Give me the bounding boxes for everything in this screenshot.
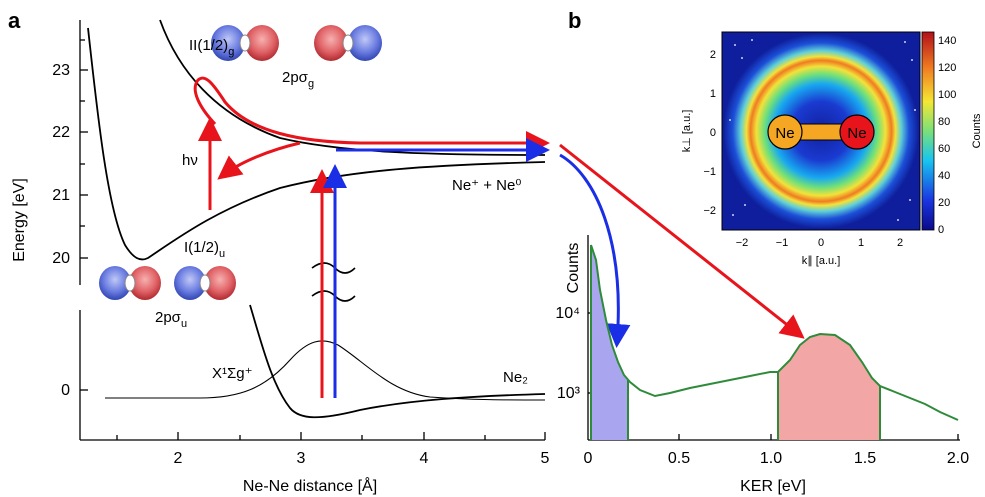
svg-text:0: 0 — [818, 237, 824, 249]
label-orbital-lower: 2pσu — [155, 309, 187, 330]
orbital-gerade-right — [314, 25, 382, 61]
ker-tick-1-5: 1.5 — [854, 450, 876, 467]
potential-curves — [87, 19, 546, 419]
panel-b-letter: b — [568, 8, 581, 33]
ker-tick-1-0: 1.0 — [760, 450, 782, 467]
ytick-0: 0 — [61, 382, 70, 399]
count-tick-1e4: 10⁴ — [555, 305, 580, 322]
inset-xlabel: k∥ [a.u.] — [802, 255, 841, 267]
orbital-upper-pair — [211, 25, 382, 61]
panel-b-ylabel: Counts — [565, 243, 582, 294]
svg-text:20: 20 — [938, 197, 950, 209]
ytick-23: 23 — [52, 62, 70, 79]
inset-noise-dots — [729, 39, 916, 221]
panel-a-ylabel: Energy [eV] — [11, 178, 28, 262]
svg-text:−1: −1 — [776, 237, 789, 249]
label-ground-state: X¹Σg⁺ — [212, 365, 253, 382]
svg-text:120: 120 — [938, 62, 956, 74]
xtick-2: 2 — [174, 450, 183, 467]
svg-text:140: 140 — [938, 35, 956, 47]
svg-text:−1: −1 — [703, 166, 716, 178]
orbital-lower-pair — [99, 266, 236, 300]
svg-text:1: 1 — [710, 88, 716, 100]
orbital-ungerade-left — [99, 266, 161, 300]
histogram-axes — [587, 235, 960, 441]
svg-text:−2: −2 — [703, 205, 716, 217]
transition-arrows — [193, 76, 550, 398]
orbital-gerade-left — [211, 25, 279, 61]
histogram-fill-high-ker — [778, 334, 880, 440]
svg-text:1: 1 — [858, 237, 864, 249]
red-loop-arrow — [193, 76, 550, 155]
curve-I-ungerade — [87, 27, 546, 261]
svg-text:0: 0 — [938, 224, 944, 236]
panel-a-lower-axes — [79, 310, 546, 441]
inset-xticks: −2 −1 0 1 2 — [736, 237, 903, 249]
svg-text:−2: −2 — [736, 237, 749, 249]
ytick-20: 20 — [52, 250, 70, 267]
svg-text:0: 0 — [710, 127, 716, 139]
blue-to-histogram-arrow — [559, 153, 631, 348]
orbital-ungerade-right — [174, 266, 236, 300]
histogram-curve — [590, 244, 959, 421]
svg-text:2: 2 — [710, 49, 716, 61]
colorbar-label: Counts — [971, 113, 983, 148]
svg-text:100: 100 — [938, 89, 956, 101]
red-return-arrow — [217, 141, 301, 180]
panel-a-letter: a — [8, 8, 21, 33]
colorbar — [921, 31, 935, 231]
svg-text:2: 2 — [897, 237, 903, 249]
inset-atom-right: Ne — [847, 125, 866, 142]
label-state-upper: II(1/2)g — [189, 37, 234, 58]
inset-atom-left: Ne — [775, 125, 794, 142]
ytick-21: 21 — [52, 187, 70, 204]
panel-a-xlabel: Ne-Ne distance [Å] — [243, 476, 377, 495]
ker-tick-0: 0 — [584, 450, 593, 467]
ker-tick-0-5: 0.5 — [668, 450, 690, 467]
panel-a-upper-axes — [79, 20, 88, 285]
count-tick-1e3: 10³ — [557, 385, 581, 402]
histogram-region-borders — [590, 245, 881, 440]
xtick-5: 5 — [541, 450, 550, 467]
svg-text:80: 80 — [938, 116, 950, 128]
label-molecule: Ne₂ — [503, 369, 528, 386]
xtick-3: 3 — [297, 450, 306, 467]
histogram-fill-low-ker — [591, 245, 628, 440]
momentum-inset — [721, 31, 921, 231]
curve-ground-state — [249, 304, 546, 419]
inset-ylabel: k⊥ [a.u.] — [681, 110, 693, 153]
red-to-histogram-arrow — [559, 143, 805, 339]
colorbar-ticks: 140 120 100 80 60 40 20 0 — [938, 35, 956, 236]
label-asymptote: Ne⁺ + Ne⁰ — [452, 177, 521, 194]
label-photon: hν — [182, 152, 198, 169]
label-orbital-upper: 2pσg — [282, 69, 314, 90]
curve-wavefunction — [105, 340, 546, 401]
ytick-22: 22 — [52, 124, 70, 141]
svg-text:40: 40 — [938, 170, 950, 182]
panel-b-xlabel: KER [eV] — [740, 478, 806, 495]
svg-text:60: 60 — [938, 143, 950, 155]
xtick-4: 4 — [420, 450, 429, 467]
label-state-lower: I(1/2)u — [184, 239, 225, 260]
cross-panel-arrows — [559, 143, 805, 348]
inset-yticks: 2 1 0 −1 −2 — [703, 49, 716, 217]
curve-II-gerade — [159, 19, 546, 156]
ker-tick-2-0: 2.0 — [947, 450, 969, 467]
